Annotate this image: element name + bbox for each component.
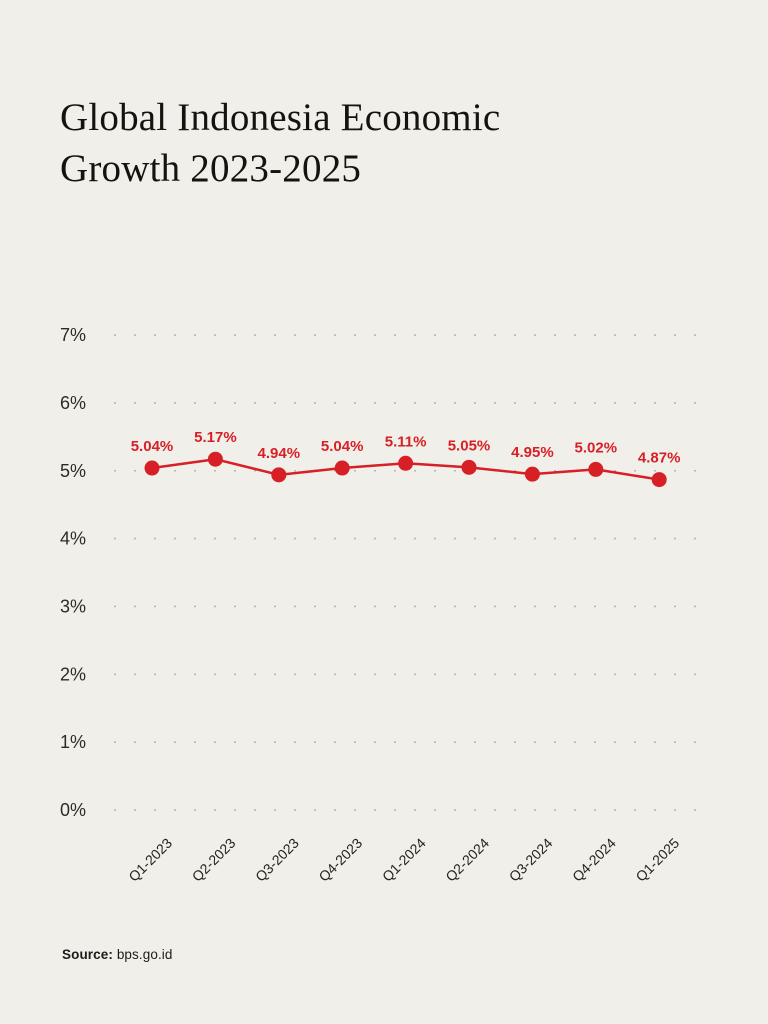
data-point-Q1-2024 xyxy=(398,455,414,471)
data-label-Q3-2024: 4.95% xyxy=(511,444,554,461)
y-tick-label-0%: 0% xyxy=(60,800,86,820)
source-label: Source: xyxy=(62,947,113,962)
source-value: bps.go.id xyxy=(116,947,173,962)
y-tick-label-5%: 5% xyxy=(60,461,86,481)
data-label-Q4-2023: 5.04% xyxy=(321,438,364,455)
data-label-Q1-2025: 4.87% xyxy=(638,450,681,467)
data-labels: 5.04% 5.17% 4.94% 5.04% 5.11% 5.05% 4.95% 5.02%… xyxy=(131,429,681,466)
data-point-Q1-2023 xyxy=(144,460,160,476)
y-tick-label-3%: 3% xyxy=(60,596,86,616)
data-label-Q1-2024: 5.11% xyxy=(385,433,427,450)
data-point-Q3-2023 xyxy=(271,467,287,483)
data-point-Q4-2024 xyxy=(588,461,604,477)
y-tick-label-4%: 4% xyxy=(60,529,86,549)
y-tick-label-1%: 1% xyxy=(60,732,86,752)
y-tick-label-2%: 2% xyxy=(60,664,86,684)
x-tick-label-Q3-2024: Q3-2024 xyxy=(506,835,556,885)
x-tick-label-Q3-2023: Q3-2023 xyxy=(252,835,302,885)
data-label-Q3-2023: 4.94% xyxy=(258,445,301,462)
x-tick-label-Q4-2024: Q4-2024 xyxy=(569,835,619,885)
chart-title: Global Indonesia Economic Growth 2023-20… xyxy=(60,92,500,194)
x-tick-label-Q2-2024: Q2-2024 xyxy=(442,835,492,885)
x-tick-label-Q4-2023: Q4-2023 xyxy=(315,835,365,885)
x-tick-label-Q1-2023: Q1-2023 xyxy=(125,835,175,885)
chart-title-line-2: Growth 2023-2025 xyxy=(60,147,362,190)
data-point-Q1-2025 xyxy=(651,472,667,488)
x-tick-label-Q1-2025: Q1-2025 xyxy=(632,835,682,885)
data-label-Q2-2024: 5.05% xyxy=(448,437,491,454)
data-point-Q3-2024 xyxy=(524,466,540,482)
y-tick-label-6%: 6% xyxy=(60,393,86,413)
x-tick-label-Q2-2023: Q2-2023 xyxy=(189,835,239,885)
data-label-Q2-2023: 5.17% xyxy=(194,429,237,446)
data-points xyxy=(144,451,667,488)
gridlines xyxy=(114,334,700,811)
chart-title-line-1: Global Indonesia Economic xyxy=(60,96,501,139)
x-axis-tick-labels: Q1-2023 Q2-2023 Q3-2023 Q4-2023 Q1-2024 Q2-20… xyxy=(125,835,682,885)
data-label-Q1-2023: 5.04% xyxy=(131,438,174,455)
source-note: Source: bps.go.id xyxy=(62,947,173,962)
y-axis-tick-labels: 0% 1% 2% 3% 4% 5% 6% 7% xyxy=(60,325,86,820)
data-point-Q2-2023 xyxy=(207,451,223,467)
data-point-Q4-2023 xyxy=(334,460,350,476)
y-tick-label-7%: 7% xyxy=(60,325,86,345)
data-label-Q4-2024: 5.02% xyxy=(575,439,618,456)
data-point-Q2-2024 xyxy=(461,459,477,475)
x-tick-label-Q1-2024: Q1-2024 xyxy=(379,835,429,885)
